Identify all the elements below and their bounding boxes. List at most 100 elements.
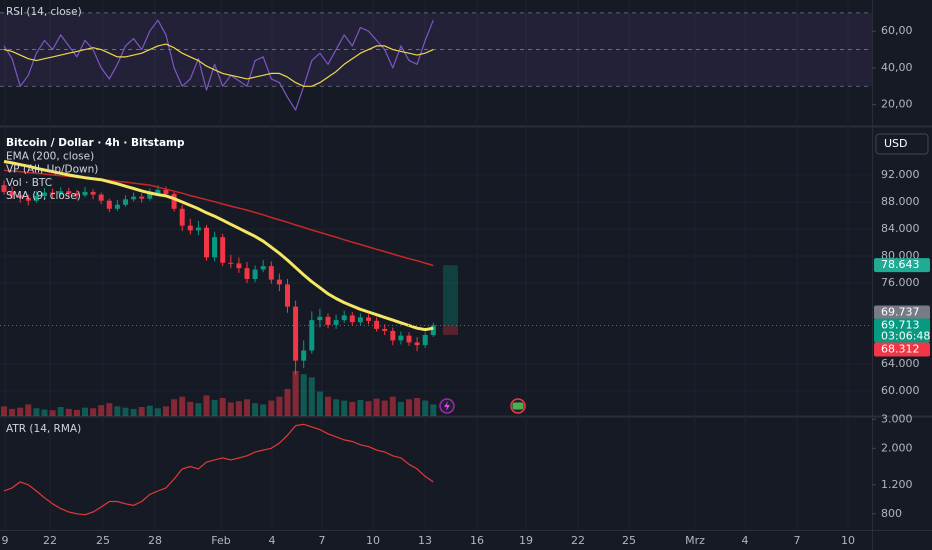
volume-bar [414,398,421,416]
indicator-legend[interactable]: EMA (200, close) [6,150,94,162]
event-icon-glyph [444,401,450,411]
y-tick-label: 64.000 [881,357,920,370]
countdown: 03:06:48 [881,329,930,342]
volume-bar [219,398,226,416]
candle-body [195,227,201,231]
volume-bar [422,400,429,416]
candle-body [317,316,323,321]
indicator-legend[interactable]: Vol · BTC [6,177,52,189]
candle-body [179,208,185,226]
volume-bar [154,408,161,416]
volume-bar [187,401,194,416]
volume-bar [179,396,186,416]
candle-body [260,266,266,270]
candle-body [171,193,177,209]
volume-bar [90,408,97,416]
candle-body [155,189,161,194]
volume-bar [171,399,178,416]
candle-body [82,191,88,196]
x-tick-label: 10 [366,534,380,547]
price-label: 78.643 [881,258,920,271]
y-tick-label: 60,00 [881,24,913,37]
events [439,398,526,414]
x-tick-label: Feb [211,534,230,547]
x-tick-label: 16 [470,534,484,547]
y-tick-label: 92.000 [881,168,920,181]
candle-body [42,192,47,196]
currency-button[interactable] [875,133,929,155]
y-tick-label: 76.000 [881,276,920,289]
x-tick-label: 25 [622,534,636,547]
candle-body [430,325,436,335]
volume-bar [9,408,16,416]
series-line [3,160,434,332]
volume-bar [33,408,40,416]
candle-body [106,200,112,209]
volume-bar [365,401,372,416]
x-tick-label: 10 [841,534,855,547]
candle-body [390,330,396,341]
volume-bar [82,407,88,416]
series-line [3,19,434,111]
volume-bar [235,401,242,416]
candle-body [333,320,339,325]
x-tick-label: Mrz [685,534,705,547]
candle-body [293,306,299,361]
candle-body [98,194,104,201]
volume-bar [325,396,331,416]
volume-bar [73,409,80,416]
volume-bar [203,395,210,416]
price-label-box [874,342,930,357]
candle-body [406,335,412,343]
grid [4,0,849,530]
x-tick-label: 19 [519,534,533,547]
price-label-box [874,318,930,343]
price-label: 69.713 [881,318,920,331]
volume-bar [122,407,129,416]
candle-body [325,316,331,325]
y-tick-label: 40,00 [881,61,913,74]
y-tick-label: 60.000 [881,384,920,397]
candle-body [414,342,420,346]
earnings-icon-glyph [512,402,524,410]
candle-body [123,199,128,205]
x-tick-label: 22 [571,534,585,547]
indicator-legend[interactable]: SMA (9, close) [6,190,81,202]
series-line [3,423,434,516]
candle-body [220,237,226,263]
candle-body [147,193,153,199]
candle-body [228,262,234,264]
volume-bar [389,396,396,416]
volume-bar [25,404,32,416]
candle-body [163,189,169,194]
currency: USD [884,137,908,150]
y-tick-label: 1.200 [881,478,913,491]
candle-body [382,328,388,331]
candle-body [366,317,371,321]
candle-body [74,193,80,196]
volume-bar [146,405,153,416]
candle-body [268,266,274,280]
candle-body [252,269,258,279]
x-tick-label: 22 [43,534,57,547]
candle-body [244,268,250,279]
indicator-legend[interactable]: VP (All, Up/Down) [6,164,98,176]
price-label: 68.312 [881,342,920,355]
volume-bar [98,405,105,416]
volume-bar [227,402,234,416]
candle-body [349,315,355,323]
x-tick-label: 7 [319,534,326,547]
volume [1,371,437,416]
series-line [3,43,434,87]
volume-bar [308,377,315,416]
volume-bar [333,399,340,416]
volume-bar [300,374,307,416]
volume-bar [349,401,356,416]
candle-body [90,191,96,195]
volume-bar [260,404,267,416]
candle-body [58,191,64,194]
volume-bar [49,410,56,416]
volume-bar [373,398,380,416]
candle-body [422,334,428,346]
